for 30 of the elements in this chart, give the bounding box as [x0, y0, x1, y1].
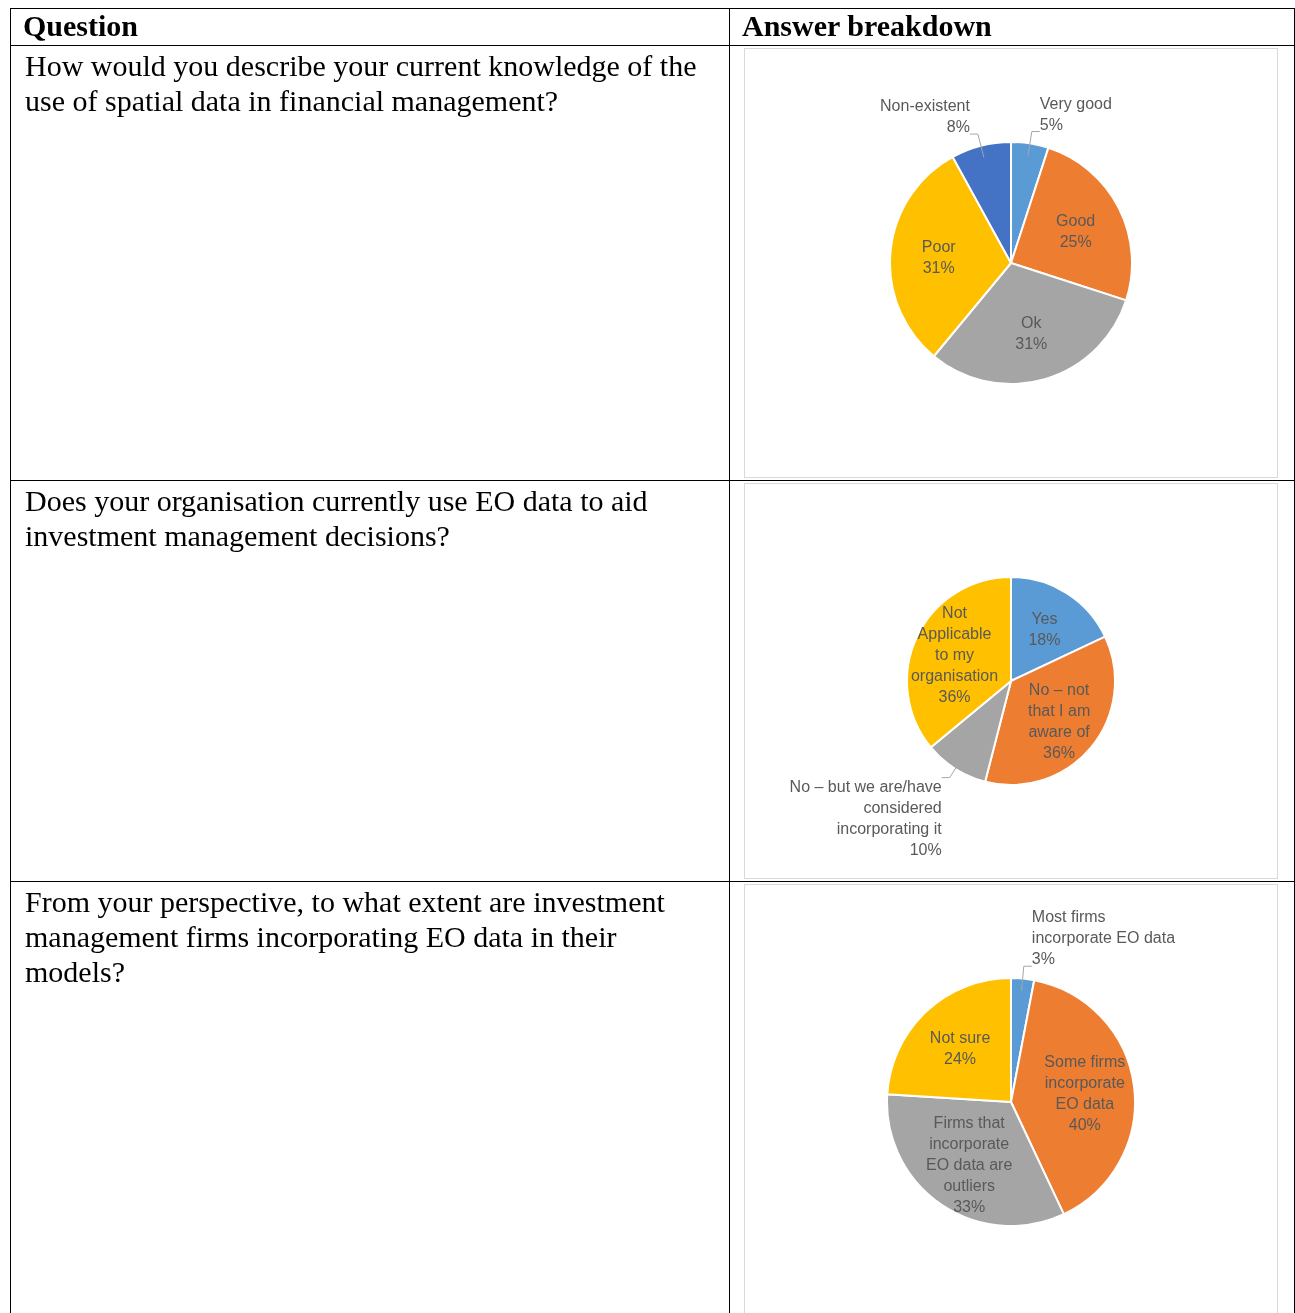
- slice-label: Some firms incorporate EO data: [1044, 1052, 1126, 1112]
- data-label: 8%: [946, 117, 970, 135]
- slice-label: Very good: [1039, 94, 1112, 112]
- data-label: 5%: [1039, 115, 1063, 133]
- text: Question: [10, 8, 730, 46]
- data-label: 3%: [1031, 949, 1055, 967]
- data-label: 10%: [909, 840, 942, 858]
- data-label: 36%: [1043, 743, 1076, 761]
- data-label: 24%: [944, 1049, 977, 1067]
- slice-label: Good: [1056, 211, 1096, 229]
- data-label: 18%: [1028, 630, 1061, 648]
- text: From your perspective, to what extent are investment management firms incorporating EO data in their models?: [10, 881, 730, 1313]
- slice-label: Not sure: [929, 1028, 991, 1046]
- slice-label: Firms that incorporate EO data are outliers: [926, 1113, 1013, 1194]
- text: Does your organisation currently use EO data to aid investment management decisions?: [10, 480, 730, 882]
- data-label: 36%: [938, 687, 971, 705]
- slice-label: Yes: [1031, 609, 1058, 627]
- slice-label: No – but we are/have considered incorporating it: [789, 777, 943, 837]
- data-label: 31%: [1015, 334, 1048, 352]
- text: Answer breakdown: [729, 8, 1295, 46]
- slice-label: No – not that I am aware of: [1027, 680, 1091, 740]
- slice-label: Most firms incorporate EO data: [1031, 907, 1176, 946]
- slice-label: Ok: [1021, 313, 1043, 331]
- slice-label: Poor: [921, 237, 957, 255]
- data-label: 31%: [922, 258, 955, 276]
- data-label: 33%: [953, 1197, 986, 1215]
- slice-label: Non-existent: [880, 96, 971, 114]
- data-label: 25%: [1059, 232, 1092, 250]
- data-label: 40%: [1068, 1115, 1101, 1133]
- text: How would you describe your current knowledge of the use of spatial data in financial management?: [10, 45, 730, 481]
